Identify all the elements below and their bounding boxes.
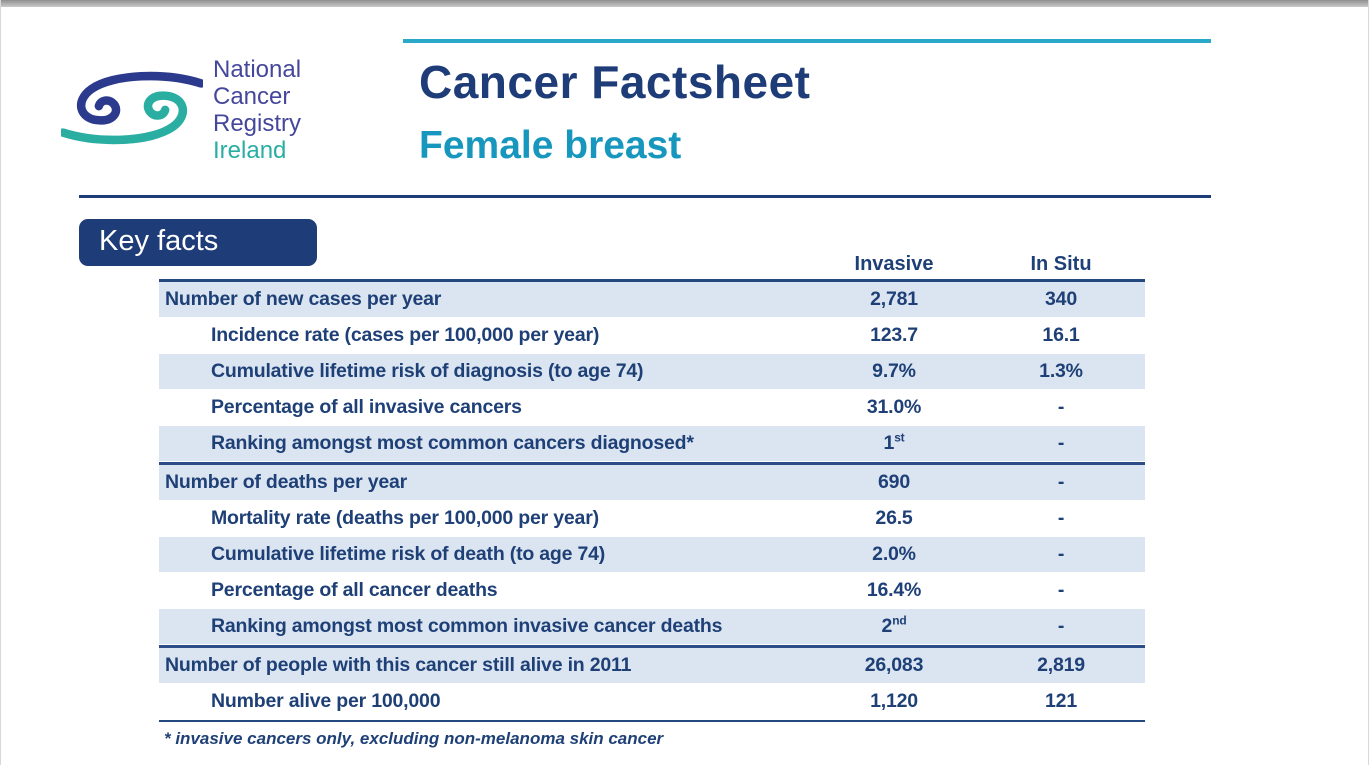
table-row: Cumulative lifetime risk of diagnosis (t… bbox=[159, 354, 1145, 390]
ordinal-suffix: nd bbox=[892, 613, 907, 628]
row-label: Number alive per 100,000 bbox=[211, 690, 441, 712]
row-label: Cumulative lifetime risk of diagnosis (t… bbox=[211, 360, 644, 382]
insitu-value: 340 bbox=[1045, 288, 1077, 310]
row-label: Number of new cases per year bbox=[165, 288, 442, 310]
table-footnote: * invasive cancers only, excluding non-m… bbox=[164, 729, 664, 748]
insitu-value: 16.1 bbox=[1042, 324, 1080, 346]
header-divider-line bbox=[79, 195, 1211, 198]
logo-country: Ireland bbox=[213, 137, 287, 164]
row-label: Ranking amongst most common invasive can… bbox=[211, 615, 723, 637]
ordinal-suffix: st bbox=[894, 430, 905, 445]
table-row: Number of people with this cancer still … bbox=[159, 648, 1145, 684]
key-facts-badge: Key facts bbox=[79, 219, 317, 266]
insitu-value: - bbox=[1057, 615, 1065, 637]
table-row: Number of deaths per year 690 - bbox=[159, 465, 1145, 501]
invasive-value: 1st bbox=[883, 430, 905, 455]
table-row: Mortality rate (deaths per 100,000 per y… bbox=[159, 501, 1145, 537]
column-header-insitu: In Situ bbox=[1030, 253, 1092, 275]
column-header-invasive: Invasive bbox=[854, 253, 934, 275]
logo-text-line: Registry bbox=[213, 110, 302, 137]
window-top-bar bbox=[1, 0, 1368, 7]
key-facts-table: Invasive In Situ Number of new cases per… bbox=[159, 250, 1145, 749]
table-row: Ranking amongst most common cancers diag… bbox=[159, 426, 1145, 462]
teal-accent-line bbox=[403, 39, 1211, 43]
section-divider-line bbox=[159, 462, 1145, 465]
insitu-value: - bbox=[1057, 432, 1065, 454]
invasive-value: 2.0% bbox=[872, 543, 916, 565]
eye-swirl-icon bbox=[61, 71, 203, 145]
table-row: Cumulative lifetime risk of death (to ag… bbox=[159, 537, 1145, 573]
invasive-value: 16.4% bbox=[866, 579, 922, 601]
invasive-value: 2,781 bbox=[870, 288, 918, 310]
table-row: Incidence rate (cases per 100,000 per ye… bbox=[159, 318, 1145, 354]
invasive-value: 26,083 bbox=[864, 654, 924, 676]
invasive-value: 690 bbox=[878, 471, 910, 493]
table-row: Number alive per 100,000 1,120 121 bbox=[159, 684, 1145, 720]
page-title: Cancer Factsheet bbox=[419, 56, 811, 108]
section-divider-line bbox=[159, 645, 1145, 648]
insitu-value: - bbox=[1057, 471, 1065, 493]
invasive-value: 1,120 bbox=[870, 690, 918, 712]
row-label: Number of people with this cancer still … bbox=[165, 654, 632, 676]
row-label: Percentage of all cancer deaths bbox=[211, 579, 498, 601]
row-label: Mortality rate (deaths per 100,000 per y… bbox=[211, 507, 599, 529]
invasive-value: 123.7 bbox=[870, 324, 918, 346]
table-row: Number of new cases per year 2,781 340 bbox=[159, 282, 1145, 318]
invasive-value: 9.7% bbox=[872, 360, 916, 382]
insitu-value: - bbox=[1057, 579, 1065, 601]
insitu-value: - bbox=[1057, 543, 1065, 565]
table-header-row: Invasive In Situ bbox=[159, 250, 1145, 282]
invasive-value: 26.5 bbox=[875, 507, 913, 529]
logo-text: National Cancer Registry Ireland bbox=[213, 56, 301, 164]
insitu-value: - bbox=[1057, 396, 1065, 418]
insitu-value: 2,819 bbox=[1037, 654, 1085, 676]
insitu-value: 1.3% bbox=[1039, 360, 1083, 382]
logo: National Cancer Registry Ireland bbox=[61, 56, 301, 164]
invasive-value: 2nd bbox=[881, 613, 907, 638]
logo-text-line: Cancer bbox=[213, 83, 291, 110]
table-bottom-line bbox=[159, 720, 1145, 722]
insitu-value: - bbox=[1057, 507, 1065, 529]
table-row: Ranking amongst most common invasive can… bbox=[159, 609, 1145, 645]
invasive-value: 31.0% bbox=[866, 396, 922, 418]
insitu-value: 121 bbox=[1045, 690, 1077, 712]
row-label: Incidence rate (cases per 100,000 per ye… bbox=[211, 324, 600, 346]
page-subtitle: Female breast bbox=[419, 124, 682, 167]
row-label: Cumulative lifetime risk of death (to ag… bbox=[211, 543, 606, 565]
row-label: Percentage of all invasive cancers bbox=[211, 396, 522, 418]
table-row: Percentage of all invasive cancers 31.0% - bbox=[159, 390, 1145, 426]
table-row: Percentage of all cancer deaths 16.4% - bbox=[159, 573, 1145, 609]
row-label: Number of deaths per year bbox=[165, 471, 408, 493]
table-body: Number of new cases per year 2,781 340 Inci… bbox=[159, 282, 1145, 720]
row-label: Ranking amongst most common cancers diag… bbox=[211, 432, 694, 454]
logo-text-line: National bbox=[213, 56, 302, 83]
